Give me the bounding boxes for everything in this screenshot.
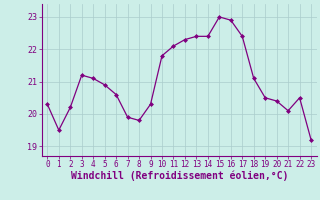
- X-axis label: Windchill (Refroidissement éolien,°C): Windchill (Refroidissement éolien,°C): [70, 171, 288, 181]
